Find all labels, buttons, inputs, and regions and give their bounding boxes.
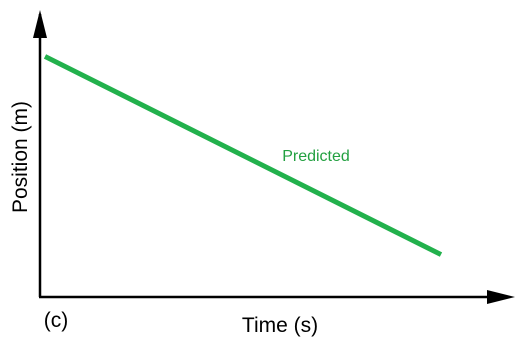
y-axis-arrow-icon <box>33 10 47 38</box>
y-axis-label: Position (m) <box>9 101 32 213</box>
x-axis-arrow-icon <box>487 290 515 304</box>
x-axis-label: Time (s) <box>242 314 318 337</box>
series-label-predicted: Predicted <box>282 148 350 165</box>
series-line-predicted <box>43 54 443 257</box>
panel-label: (c) <box>44 309 69 332</box>
